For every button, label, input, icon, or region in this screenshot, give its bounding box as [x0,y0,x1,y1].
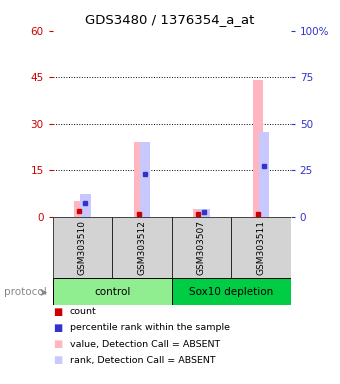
Text: Sox10 depletion: Sox10 depletion [189,287,273,297]
Text: GSM303507: GSM303507 [197,220,206,275]
Text: ■: ■ [53,355,62,365]
Text: ■: ■ [53,323,62,333]
Text: rank, Detection Call = ABSENT: rank, Detection Call = ABSENT [70,356,215,365]
Text: GSM303512: GSM303512 [137,220,147,275]
Text: GSM303510: GSM303510 [78,220,87,275]
Bar [53,217,112,278]
Bar [139,142,150,217]
Bar [172,278,291,305]
Bar [134,142,144,217]
Text: protocol: protocol [4,287,47,297]
Bar [80,194,91,217]
Bar [112,217,172,278]
Bar [172,217,231,278]
Text: count: count [70,307,97,316]
Bar [258,132,269,217]
Text: percentile rank within the sample: percentile rank within the sample [70,323,230,333]
Text: GDS3480 / 1376354_a_at: GDS3480 / 1376354_a_at [85,13,255,26]
Text: ■: ■ [53,339,62,349]
Bar [193,209,204,217]
Text: value, Detection Call = ABSENT: value, Detection Call = ABSENT [70,339,220,349]
Bar [231,217,291,278]
Bar [53,278,172,305]
Text: ■: ■ [53,307,62,317]
Text: control: control [94,287,130,297]
Text: GSM303511: GSM303511 [256,220,266,275]
Bar [253,80,264,217]
Bar [74,202,85,217]
Bar [199,209,210,217]
